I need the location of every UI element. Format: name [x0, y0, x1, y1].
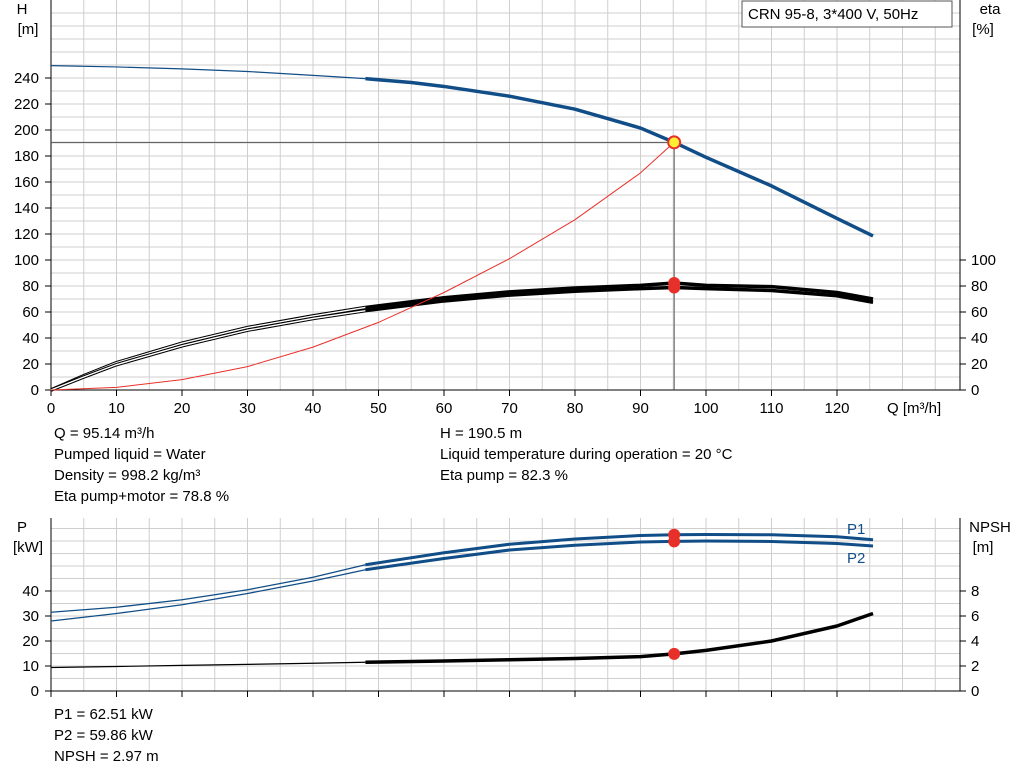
x-tick-label: 100	[693, 400, 718, 417]
x-tick-label: 0	[47, 400, 55, 417]
y-tick-label-left: 200	[14, 122, 39, 139]
curve-thin-0	[50, 65, 366, 80]
y-tick-label-right: 6	[971, 608, 979, 625]
product-label: CRN 95-8, 3*400 V, 50Hz	[748, 6, 918, 23]
y-tick-label-left: 0	[31, 683, 39, 700]
npsh-marker	[668, 647, 681, 660]
x-tick-label: 50	[370, 400, 387, 417]
p2-marker	[668, 535, 681, 548]
y-tick-label-left: 20	[22, 356, 39, 373]
y-axis-unit-right: [%]	[972, 21, 994, 38]
eta-pump: Eta pump = 82.3 %	[440, 467, 568, 484]
y-tick-label-left: 40	[22, 583, 39, 600]
y-axis-title-left: P	[17, 519, 27, 536]
p2-value: P2 = 59.86 kW	[54, 727, 153, 744]
series-label-p1: P1	[847, 521, 865, 538]
y-tick-label-left: 240	[14, 70, 39, 87]
y-tick-label-right: 100	[971, 252, 996, 269]
density-value: Density = 998.2 kg/m³	[54, 467, 201, 484]
power-info: P1 = 62.51 kW P2 = 59.86 kW NPSH = 2.97 …	[54, 704, 159, 767]
product-label-box: CRN 95-8, 3*400 V, 50Hz	[741, 0, 953, 28]
series-label-p2: P2	[847, 550, 865, 567]
head-value: H = 190.5 m	[440, 425, 523, 442]
y-tick-label-left: 10	[22, 658, 39, 675]
x-tick-label: 120	[824, 400, 849, 417]
y-tick-label-left: 120	[14, 226, 39, 243]
y-tick-label-left: 100	[14, 252, 39, 269]
duty-point-marker	[667, 135, 682, 150]
curve-thin-2	[50, 661, 366, 669]
y-tick-label-left: 30	[22, 608, 39, 625]
y-axis-unit-left: [m]	[18, 21, 39, 38]
y-tick-label-left: 180	[14, 148, 39, 165]
y-tick-label-right: 20	[971, 356, 988, 373]
x-tick-label: 70	[501, 400, 518, 417]
x-tick-label: 60	[436, 400, 453, 417]
y-tick-label-right: 4	[971, 633, 979, 650]
curve-bold-0	[365, 533, 874, 567]
y-axis-unit-left: [kW]	[13, 539, 43, 556]
curve-3	[50, 141, 675, 391]
npsh-value: NPSH = 2.97 m	[54, 748, 159, 765]
curve-thin-2	[50, 308, 366, 392]
y-tick-label-left: 140	[14, 200, 39, 217]
pumped-liquid: Pumped liquid = Water	[54, 446, 206, 463]
curve-bold-1	[365, 539, 874, 572]
eta-pump-motor: Eta pump+motor = 78.8 %	[54, 488, 230, 505]
curve-thin-0	[50, 564, 366, 613]
y-tick-label-right: 2	[971, 658, 979, 675]
x-axis-title: Q [m³/h]	[887, 400, 941, 417]
x-tick-label: 10	[108, 400, 125, 417]
curve-thin-1	[50, 305, 366, 392]
eta-total-marker	[668, 281, 681, 294]
y-tick-label-left: 0	[31, 382, 39, 399]
y-tick-label-left: 220	[14, 96, 39, 113]
y-tick-label-left: 20	[22, 633, 39, 650]
curve-thin-inner-2	[50, 310, 366, 391]
x-tick-label: 90	[632, 400, 649, 417]
y-tick-label-right: 80	[971, 278, 988, 295]
y-tick-label-left: 60	[22, 304, 39, 321]
duty-info-left: Q = 95.14 m³/h Pumped liquid = Water Den…	[54, 423, 229, 507]
liquid-temperature: Liquid temperature during operation = 20…	[440, 446, 733, 463]
curve-thin-inner-1	[50, 306, 366, 391]
flow-value: Q = 95.14 m³/h	[54, 425, 155, 442]
duty-info-right: H = 190.5 m Liquid temperature during op…	[440, 423, 732, 486]
y-tick-label-left: 80	[22, 278, 39, 295]
y-axis-title-left: H	[17, 1, 28, 18]
y-axis-unit-right: [m]	[973, 539, 994, 556]
curve-bold-1	[365, 281, 874, 310]
y-tick-label-right: 60	[971, 304, 988, 321]
y-tick-label-left: 160	[14, 174, 39, 191]
x-tick-label: 110	[760, 400, 784, 417]
y-tick-label-right: 0	[971, 683, 979, 700]
y-tick-label-right: 40	[971, 330, 988, 347]
curve-bold-2	[365, 285, 874, 313]
curve-thin-1	[50, 569, 366, 622]
y-tick-label-right: 0	[971, 382, 979, 399]
x-tick-label: 40	[305, 400, 322, 417]
y-axis-title-right: NPSH	[969, 519, 1011, 536]
curve-bold-0	[365, 76, 874, 238]
y-tick-label-right: 8	[971, 583, 979, 600]
x-tick-label: 80	[567, 400, 584, 417]
curve-bold-2	[365, 611, 874, 664]
x-tick-label: 30	[239, 400, 256, 417]
y-axis-title-right: eta	[980, 1, 1002, 18]
p1-value: P1 = 62.51 kW	[54, 706, 153, 723]
y-tick-label-left: 40	[22, 330, 39, 347]
x-tick-label: 20	[174, 400, 191, 417]
